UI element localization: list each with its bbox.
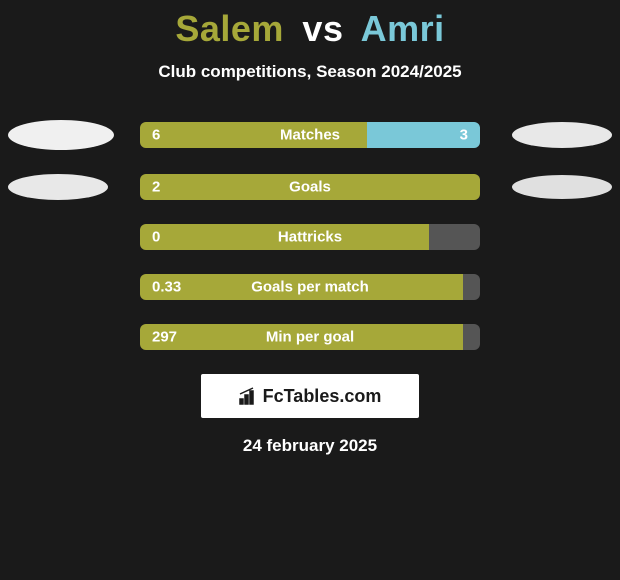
player1-ellipse-icon [8, 174, 108, 200]
logo-box: FcTables.com [201, 374, 419, 418]
stat-label: Matches [280, 127, 340, 144]
stat-row: Matches 6 3 [0, 120, 620, 150]
player1-ellipse-icon [8, 120, 114, 150]
date: 24 february 2025 [0, 436, 620, 456]
header: Salem vs Amri Club competitions, Season … [0, 0, 620, 82]
stat-label: Hattricks [278, 229, 342, 246]
stat-row: Hattricks 0 [0, 224, 620, 250]
bars-icon [239, 387, 259, 405]
player1-side [0, 120, 140, 150]
player2-ellipse-icon [512, 122, 612, 148]
stat-row: Goals per match 0.33 [0, 274, 620, 300]
comparison-title: Salem vs Amri [0, 8, 620, 50]
player2-side [480, 175, 620, 199]
stat-value-left: 297 [152, 329, 177, 346]
stat-bar: Goals 2 [140, 174, 480, 200]
stat-row: Min per goal 297 [0, 324, 620, 350]
stat-bar: Goals per match 0.33 [140, 274, 480, 300]
subtitle: Club competitions, Season 2024/2025 [0, 62, 620, 82]
stat-bar-right [463, 324, 480, 350]
stat-bar: Hattricks 0 [140, 224, 480, 250]
logo-text: FcTables.com [263, 386, 382, 407]
stat-label: Min per goal [266, 329, 354, 346]
stat-bar-right [429, 224, 480, 250]
player2-side [480, 122, 620, 148]
stat-value-left: 0 [152, 229, 160, 246]
stat-value-left: 6 [152, 127, 160, 144]
stats-rows: Matches 6 3 Goals 2 Hattricks 0 Goals per match… [0, 120, 620, 350]
stat-bar-right [463, 274, 480, 300]
stat-bar: Min per goal 297 [140, 324, 480, 350]
vs-text: vs [302, 8, 343, 49]
stat-row: Goals 2 [0, 174, 620, 200]
stat-label: Goals per match [251, 279, 369, 296]
player1-name: Salem [175, 8, 284, 49]
player2-ellipse-icon [512, 175, 612, 199]
stat-value-right: 3 [460, 127, 468, 144]
player1-side [0, 174, 140, 200]
logo: FcTables.com [239, 386, 382, 407]
stat-bar: Matches 6 3 [140, 122, 480, 148]
stat-value-left: 2 [152, 179, 160, 196]
stat-label: Goals [289, 179, 331, 196]
player2-name: Amri [361, 8, 445, 49]
stat-value-left: 0.33 [152, 279, 181, 296]
